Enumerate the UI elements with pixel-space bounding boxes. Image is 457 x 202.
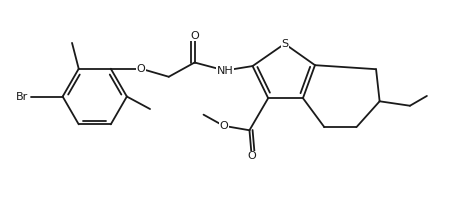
- Text: O: O: [190, 31, 199, 41]
- Text: Br: Br: [16, 92, 28, 102]
- Text: O: O: [247, 151, 256, 161]
- Text: O: O: [219, 121, 228, 131]
- Text: S: S: [281, 39, 288, 49]
- Text: O: O: [137, 64, 145, 74]
- Text: NH: NH: [217, 65, 234, 76]
